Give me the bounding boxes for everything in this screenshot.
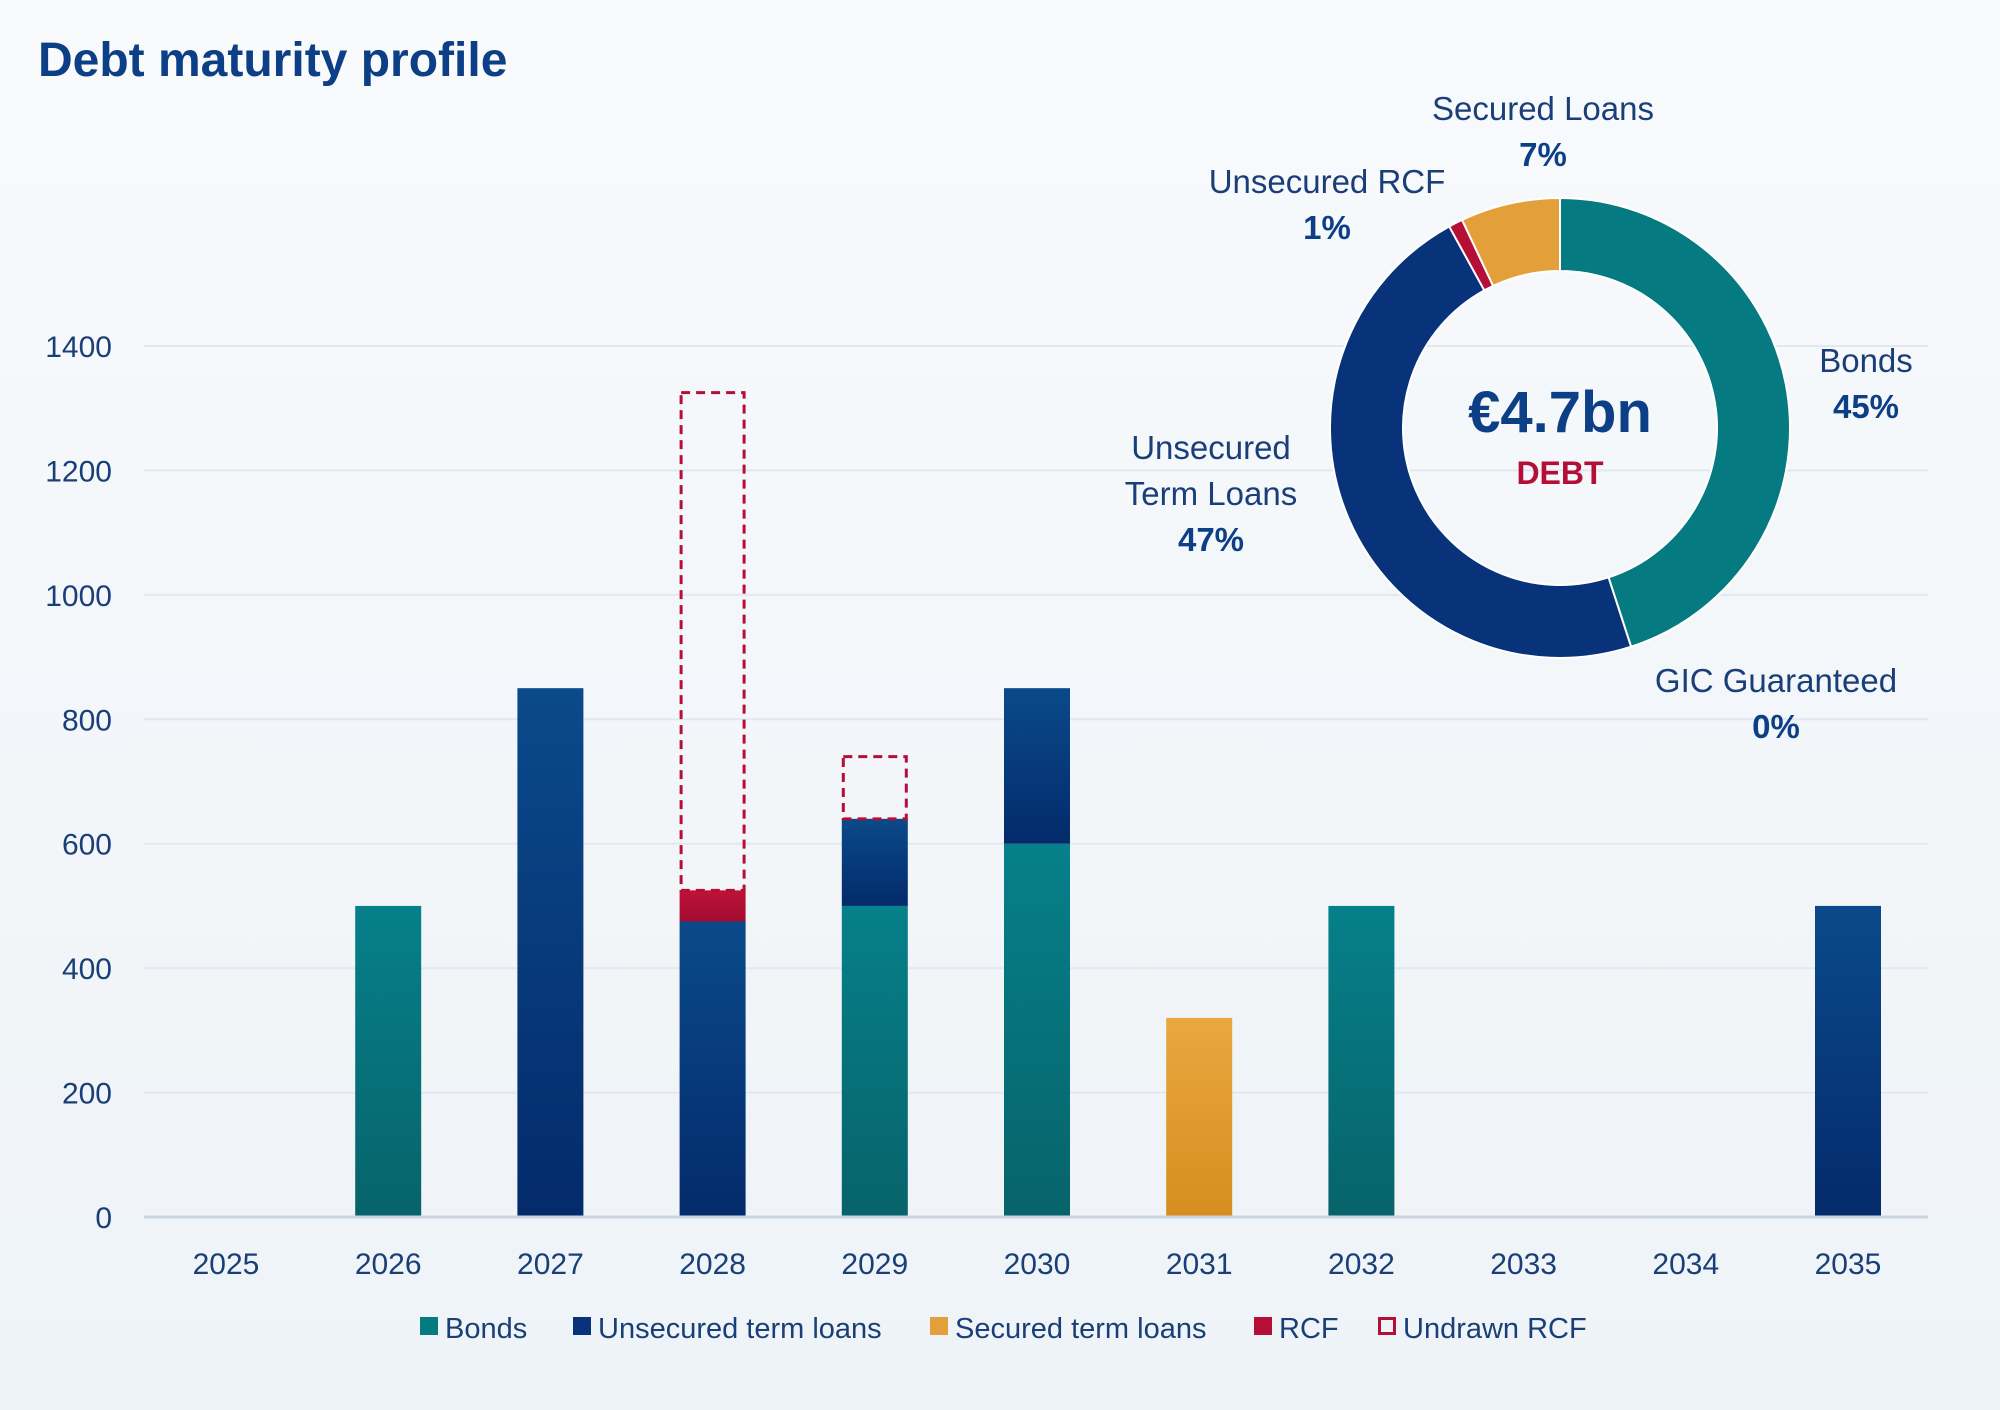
legend-label: Secured term loans — [955, 1313, 1206, 1345]
donut-slice-label: Term Loans — [1125, 475, 1297, 512]
y-tick-label: 0 — [95, 1202, 112, 1235]
bar-unsecured-term-loans — [679, 921, 746, 1217]
y-tick-label: 1000 — [45, 580, 112, 613]
donut-slice-value: 1% — [1303, 209, 1351, 246]
y-tick-label: 800 — [62, 704, 112, 737]
bar-unsecured-term-loans — [517, 688, 584, 1217]
x-tick-label: 2030 — [1004, 1248, 1071, 1281]
x-tick-label: 2025 — [193, 1248, 260, 1281]
x-tick-label: 2028 — [679, 1248, 746, 1281]
chart-title: Debt maturity profile — [38, 34, 507, 87]
y-tick-label: 400 — [62, 953, 112, 986]
legend-label: RCF — [1279, 1313, 1339, 1345]
bar-undrawn-rcf — [679, 391, 746, 892]
bar-bonds — [1004, 843, 1070, 1217]
bar-bonds — [841, 905, 908, 1217]
legend-label: Unsecured term loans — [598, 1313, 882, 1345]
x-tick-label: 2029 — [841, 1248, 908, 1281]
bar-undrawn-rcf — [841, 755, 908, 821]
donut-center-label: DEBT — [1516, 455, 1604, 491]
legend: Bonds Unsecured term loans Secured term lo… — [420, 1313, 1587, 1345]
x-tick-label: 2031 — [1166, 1248, 1233, 1281]
donut-slice-label: Unsecured RCF — [1209, 163, 1446, 200]
donut-slice-unsecured-term-loans — [1329, 225, 1633, 659]
donut-center-value: €4.7bn — [1468, 380, 1652, 445]
legend-swatch — [1378, 1317, 1396, 1335]
donut-slice-labels: Bonds 45% GIC Guaranteed 0% Unsecured Term Lo… — [1125, 90, 1913, 745]
bar-unsecured-term-loans — [1004, 688, 1070, 844]
y-axis-tick-labels: 0 200 400 600 800 1000 1200 1400 — [45, 331, 112, 1235]
bar-bonds — [355, 905, 422, 1217]
x-tick-label: 2034 — [1652, 1248, 1719, 1281]
donut-slice-value: 47% — [1178, 521, 1244, 558]
donut-slice-value: 0% — [1752, 708, 1800, 745]
bar-secured-term-loans — [1166, 1017, 1233, 1217]
donut-slice-label: Bonds — [1819, 342, 1913, 379]
donut-slice-label: GIC Guaranteed — [1655, 662, 1897, 699]
legend-label: Undrawn RCF — [1403, 1313, 1587, 1345]
x-tick-label: 2026 — [355, 1248, 422, 1281]
x-tick-label: 2027 — [517, 1248, 584, 1281]
x-tick-label: 2033 — [1490, 1248, 1557, 1281]
y-tick-label: 1200 — [45, 455, 112, 488]
donut-slice-value: 7% — [1519, 136, 1567, 173]
bar-bonds — [1328, 905, 1395, 1217]
bar-unsecured-term-loans — [841, 818, 908, 906]
legend-swatch — [1254, 1317, 1272, 1335]
legend-swatch — [573, 1317, 591, 1335]
donut-slice-bonds — [1559, 196, 1791, 649]
donut-slice-value: 45% — [1833, 388, 1899, 425]
bar-unsecured-term-loans — [1815, 905, 1881, 1217]
x-tick-label: 2035 — [1815, 1248, 1882, 1281]
donut-slice-secured-loans — [1460, 196, 1561, 288]
x-axis-tick-labels: 2025 2026 2027 2028 2029 2030 2031 2032 2033 2034… — [193, 1248, 1882, 1281]
legend-swatch — [420, 1317, 438, 1335]
debt-composition-donut — [1329, 196, 1791, 659]
legend-label: Bonds — [445, 1313, 527, 1345]
donut-slice-label: Unsecured — [1131, 429, 1291, 466]
y-tick-label: 1400 — [45, 331, 112, 364]
y-tick-label: 600 — [62, 829, 112, 862]
bar-marks — [355, 391, 1881, 1217]
bar-rcf — [679, 890, 746, 922]
y-tick-label: 200 — [62, 1078, 112, 1111]
donut-slice-label: Secured Loans — [1432, 90, 1654, 127]
x-tick-label: 2032 — [1328, 1248, 1395, 1281]
legend-swatch — [930, 1317, 948, 1335]
